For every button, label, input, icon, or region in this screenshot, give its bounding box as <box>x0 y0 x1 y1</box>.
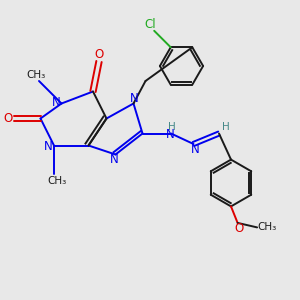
Text: CH₃: CH₃ <box>47 176 67 186</box>
Text: N: N <box>110 153 118 167</box>
Text: O: O <box>4 112 13 125</box>
Text: N: N <box>52 96 61 110</box>
Text: O: O <box>94 48 103 62</box>
Text: Cl: Cl <box>145 18 156 31</box>
Text: N: N <box>130 92 139 105</box>
Text: N: N <box>190 143 200 156</box>
Text: H: H <box>222 122 230 133</box>
Text: H: H <box>168 122 176 132</box>
Text: N: N <box>166 128 175 141</box>
Text: CH₃: CH₃ <box>257 222 276 233</box>
Text: N: N <box>44 140 53 153</box>
Text: CH₃: CH₃ <box>26 70 46 80</box>
Text: O: O <box>235 222 244 235</box>
